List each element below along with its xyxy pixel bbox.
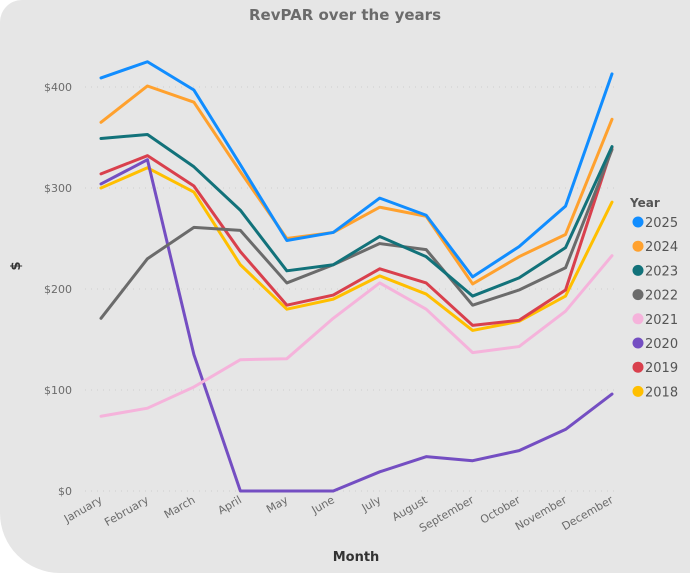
series-line-2019[interactable] — [99, 146, 614, 327]
legend-marker-2021[interactable] — [632, 313, 644, 325]
series-lines — [99, 60, 614, 493]
x-tick-label: May — [264, 493, 291, 516]
legend-label-2025[interactable]: 2025 — [645, 216, 678, 231]
legend-marker-2023[interactable] — [632, 264, 644, 276]
legend-marker-2025[interactable] — [632, 216, 644, 228]
legend-label-2020[interactable]: 2020 — [645, 337, 678, 352]
x-tick-label: November — [513, 493, 569, 533]
x-tick-label: December — [560, 493, 616, 533]
x-tick-label: March — [162, 493, 198, 521]
x-tick-label: February — [102, 493, 151, 529]
x-tick-label: June — [309, 493, 337, 517]
legend-label-2024[interactable]: 2024 — [645, 240, 678, 255]
y-tick-label: $0 — [58, 485, 72, 498]
series-line-2018[interactable] — [99, 166, 614, 332]
y-tick-label: $300 — [44, 182, 72, 195]
x-tick-label: July — [359, 493, 384, 515]
legend-marker-2024[interactable] — [632, 240, 644, 252]
x-tick-label: January — [61, 493, 105, 526]
y-axis-ticks: $0 $100 $200 $300 $400 — [44, 81, 72, 498]
legend-title: Year — [629, 196, 660, 210]
y-tick-label: $100 — [44, 384, 72, 397]
legend-label-2019[interactable]: 2019 — [645, 361, 678, 376]
legend-marker-2022[interactable] — [632, 289, 644, 301]
legend-marker-2018[interactable] — [632, 385, 644, 397]
legend-label-2022[interactable]: 2022 — [645, 289, 678, 304]
x-tick-label: April — [216, 493, 244, 517]
gridlines — [85, 86, 615, 492]
series-line-2023[interactable] — [99, 132, 614, 298]
series-line-2025[interactable] — [99, 60, 614, 279]
y-axis-title: $ — [9, 261, 24, 270]
series-line-2020[interactable] — [99, 158, 614, 493]
series-line-2022[interactable] — [99, 148, 614, 320]
series-line-2024[interactable] — [99, 84, 614, 286]
y-tick-label: $200 — [44, 283, 72, 296]
legend: Year 2025 2024 2023 2022 2021 2020 2019 2018 — [629, 196, 678, 400]
y-tick-label: $400 — [44, 81, 72, 94]
series-line-2021[interactable] — [99, 254, 614, 418]
legend-label-2023[interactable]: 2023 — [645, 264, 678, 279]
legend-marker-2020[interactable] — [632, 337, 644, 349]
x-axis-title: Month — [333, 550, 380, 565]
legend-label-2021[interactable]: 2021 — [645, 313, 678, 328]
legend-marker-2019[interactable] — [632, 361, 644, 373]
chart-title: RevPAR over the years — [248, 6, 442, 24]
legend-label-2018[interactable]: 2018 — [645, 385, 678, 400]
